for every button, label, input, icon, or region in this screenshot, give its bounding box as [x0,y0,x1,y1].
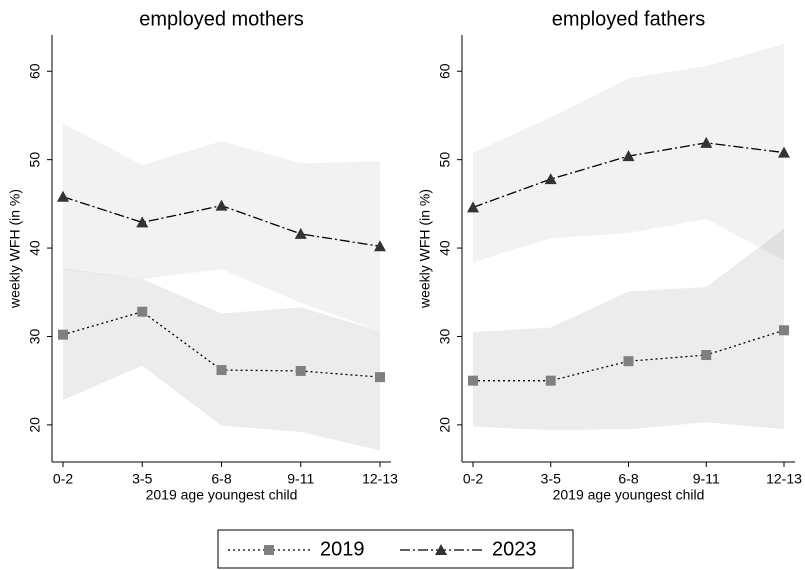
marker [136,216,149,228]
x-axis-label: 2019 age youngest child [146,487,298,503]
legend-label: 2019 [320,538,365,560]
y-tick-label: 60 [437,63,453,79]
marker [622,150,635,162]
marker [778,146,790,158]
x-tick-label: 9-11 [287,471,314,487]
y-tick-label: 40 [27,240,43,256]
x-tick-label: 0-2 [463,471,483,487]
marker [295,365,306,376]
y-tick-label: 30 [437,328,453,344]
legend-label: 2023 [492,538,537,560]
marker [137,306,148,317]
marker [701,350,712,361]
marker [58,329,68,340]
marker [544,173,557,185]
y-tick-label: 20 [27,417,43,433]
x-tick-label: 9-11 [693,471,720,487]
y-tick-label: 50 [27,152,43,168]
marker [264,545,274,555]
x-tick-label: 3-5 [132,471,152,487]
marker [545,375,556,386]
marker [215,199,228,211]
x-axis-label: 2019 age youngest child [553,487,705,503]
marker [623,356,634,367]
marker [216,365,227,376]
marker [57,190,69,202]
marker [375,372,385,383]
marker [294,227,307,239]
confidence-band [473,228,784,431]
marker [435,544,447,555]
y-tick-label: 60 [27,63,43,79]
y-tick-label: 40 [437,240,453,256]
line [473,329,785,382]
marker [374,240,386,252]
x-tick-label: 12-13 [362,471,398,487]
chart-title: employed mothers [139,8,304,30]
y-tick-label: 30 [27,328,43,344]
chart-title: employed fathers [552,8,705,30]
y-axis-label: weekly WFH (in %) [417,189,433,309]
x-tick-label: 6-8 [618,471,638,487]
marker [700,136,713,148]
y-tick-label: 20 [437,417,453,433]
y-axis-label: weekly WFH (in %) [7,189,23,309]
confidence-band [63,123,380,332]
x-tick-label: 0-2 [53,471,73,487]
x-tick-label: 12-13 [766,471,802,487]
marker [467,201,479,213]
marker [779,325,789,336]
x-tick-label: 6-8 [211,471,231,487]
marker [468,375,478,386]
y-tick-label: 50 [437,152,453,168]
legend-box [217,529,574,569]
x-tick-label: 3-5 [541,471,561,487]
